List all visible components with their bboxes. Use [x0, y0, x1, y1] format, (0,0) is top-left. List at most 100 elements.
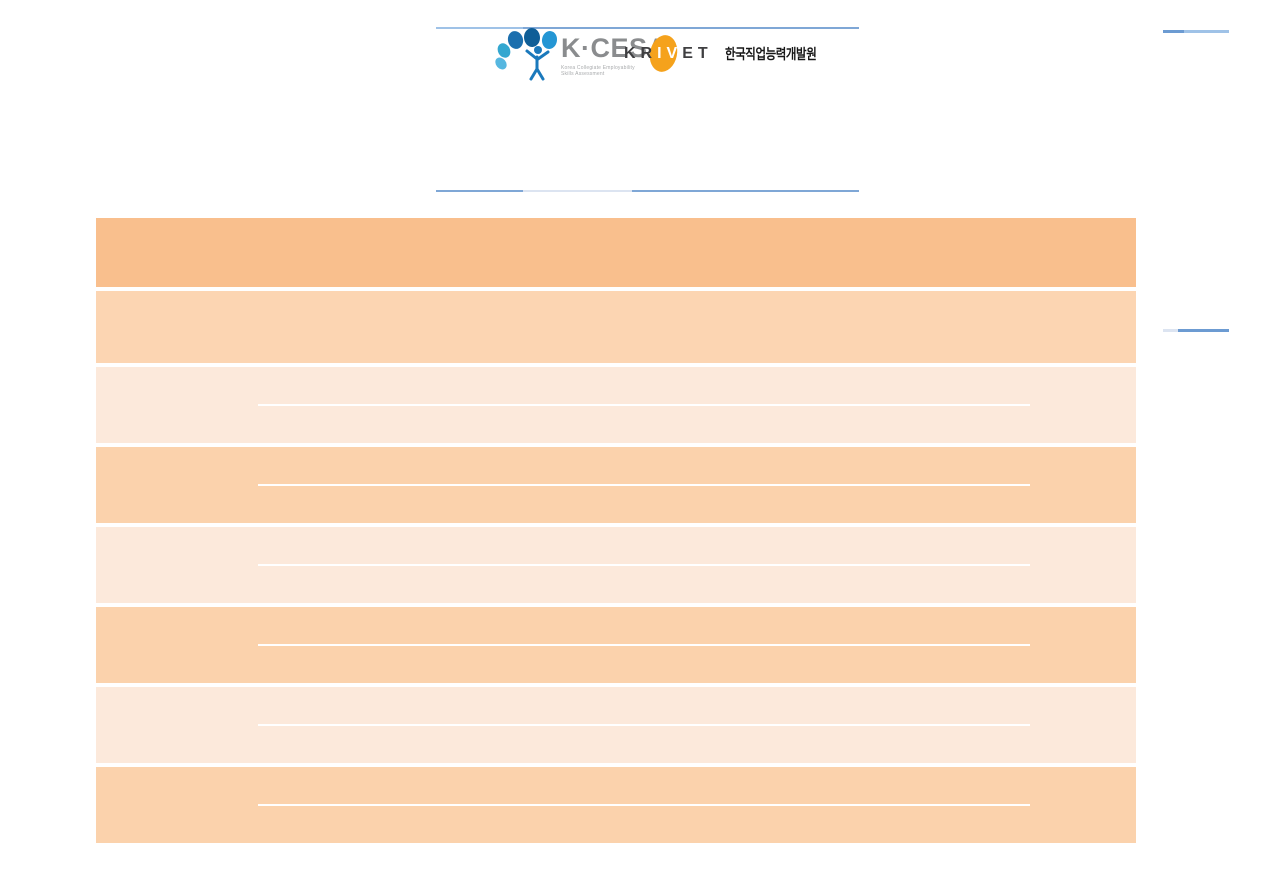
data-cell: [380, 607, 486, 644]
sub-row-cell: [258, 367, 380, 404]
top-right-rule: [1163, 30, 1229, 33]
data-cell: [928, 607, 1030, 644]
data-cell: [928, 447, 1030, 484]
data-cell: [928, 687, 1030, 724]
data-cell: [812, 726, 928, 763]
table-header-cell: [486, 291, 592, 363]
kcesa-person-icon: [525, 46, 550, 81]
data-cell: [928, 486, 1030, 523]
rule-segment: [1163, 30, 1184, 33]
data-cell: [486, 406, 592, 443]
data-cell: [812, 767, 928, 804]
kcesa-logo-icon: [492, 27, 560, 81]
data-cell: [486, 486, 592, 523]
table-header-cell: [380, 291, 486, 363]
data-cell: [486, 687, 592, 724]
top-divider-line: [436, 27, 859, 29]
krivet-korean-name: 한국직업능력개발원: [724, 46, 817, 62]
sub-row-cell: [258, 646, 380, 683]
data-cell: [702, 687, 812, 724]
data-cell: [592, 566, 702, 603]
data-cell: [380, 726, 486, 763]
data-cell: [486, 566, 592, 603]
data-cell: [380, 646, 486, 683]
rule-segment: [1184, 30, 1229, 33]
table-header-cell: [592, 291, 702, 363]
kcesa-tagline-line2: Skills Assessment: [561, 71, 605, 77]
sub-row-cell: [258, 406, 380, 443]
row-group-label-cell: [96, 767, 258, 843]
table-header-cell: [702, 291, 812, 363]
data-cell: [380, 447, 486, 484]
sub-row-cell: [258, 726, 380, 763]
data-cell: [702, 806, 812, 843]
mid-right-rule: [1163, 329, 1229, 332]
table-header-cell-category: [96, 291, 380, 363]
data-cell: [380, 486, 486, 523]
data-cell: [928, 726, 1030, 763]
data-cell: [486, 646, 592, 683]
data-cell: [380, 367, 486, 404]
data-cell: [592, 767, 702, 804]
sub-row-cell: [258, 687, 380, 724]
data-cell: [380, 806, 486, 843]
data-cell: [812, 367, 928, 404]
data-cell: [592, 406, 702, 443]
data-cell: [812, 806, 928, 843]
kcesa-tagline-line1: Korea Collegiate Employability: [561, 65, 635, 71]
row-group-total-cell: [1030, 607, 1136, 683]
data-cell: [486, 527, 592, 564]
krivet-letters-et: ET: [682, 45, 713, 62]
data-cell: [592, 726, 702, 763]
data-cell: [592, 646, 702, 683]
sub-row-cell: [258, 486, 380, 523]
data-cell: [486, 767, 592, 804]
data-cell: [380, 767, 486, 804]
divider-segment: [523, 190, 632, 192]
krivet-letters-iv: IV: [657, 45, 683, 62]
data-cell: [486, 726, 592, 763]
data-cell: [812, 406, 928, 443]
data-cell: [380, 527, 486, 564]
data-cell: [702, 646, 812, 683]
data-cell: [486, 607, 592, 644]
rule-segment: [1178, 329, 1229, 332]
row-group-total-cell: [1030, 527, 1136, 603]
middle-divider-line: [436, 190, 859, 192]
krivet-wordmark: KRIVET: [624, 32, 713, 75]
data-cell: [928, 806, 1030, 843]
table-header-cell: [1030, 291, 1136, 363]
data-cell: [812, 646, 928, 683]
sub-row-cell: [258, 806, 380, 843]
data-cell: [702, 406, 812, 443]
data-cell: [592, 527, 702, 564]
data-cell: [486, 806, 592, 843]
table-header-cell: [812, 291, 928, 363]
sub-row-cell: [258, 527, 380, 564]
data-cell: [812, 566, 928, 603]
rule-segment: [1163, 329, 1178, 332]
data-cell: [928, 566, 1030, 603]
data-cell: [592, 367, 702, 404]
sub-row-cell: [258, 607, 380, 644]
data-cell: [702, 447, 812, 484]
divider-segment: [632, 190, 859, 192]
data-cell: [702, 566, 812, 603]
data-cell: [486, 367, 592, 404]
row-group-total-cell: [1030, 367, 1136, 443]
kcesa-dot-icon: [492, 55, 510, 72]
data-cell: [380, 406, 486, 443]
results-table: [96, 218, 1136, 843]
data-cell: [702, 726, 812, 763]
data-cell: [928, 767, 1030, 804]
data-cell: [592, 486, 702, 523]
row-group-label-cell: [96, 447, 258, 523]
divider-segment: [523, 27, 859, 29]
data-cell: [702, 767, 812, 804]
data-cell: [702, 367, 812, 404]
data-cell: [486, 447, 592, 484]
table-header-cell: [928, 291, 1030, 363]
row-group-label-cell: [96, 367, 258, 443]
data-cell: [812, 607, 928, 644]
